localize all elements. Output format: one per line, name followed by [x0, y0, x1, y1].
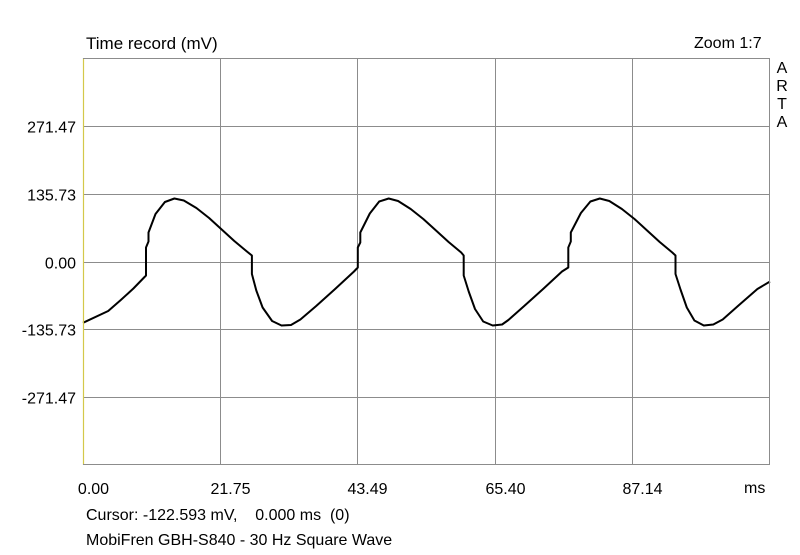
x-tick-label: 65.40: [485, 481, 525, 498]
x-tick-label: 0.00: [78, 481, 109, 498]
chart-title: Time record (mV): [86, 34, 218, 53]
arta-brand-letter: A: [776, 114, 788, 131]
arta-brand-letter: A: [776, 60, 788, 77]
y-tick-label: -271.47: [22, 391, 76, 408]
cursor-readout: Cursor: -122.593 mV, 0.000 ms (0): [86, 507, 350, 524]
waveform-series-line: [82, 197, 771, 327]
y-tick-label: 0.00: [45, 256, 76, 273]
zoom-label: Zoom 1:7: [694, 35, 762, 52]
x-tick-label: 43.49: [347, 481, 387, 498]
x-tick-label: 87.14: [622, 481, 662, 498]
x-unit-label: ms: [744, 480, 766, 497]
chart-caption: MobiFren GBH-S840 - 30 Hz Square Wave: [86, 532, 393, 549]
y-tick-label: 135.73: [27, 188, 76, 205]
y-tick-label: -135.73: [22, 323, 76, 340]
y-tick-label: 271.47: [27, 120, 76, 137]
x-tick-label: 21.75: [210, 481, 250, 498]
arta-brand-letter: R: [776, 78, 788, 95]
arta-brand-letter: T: [777, 96, 787, 113]
